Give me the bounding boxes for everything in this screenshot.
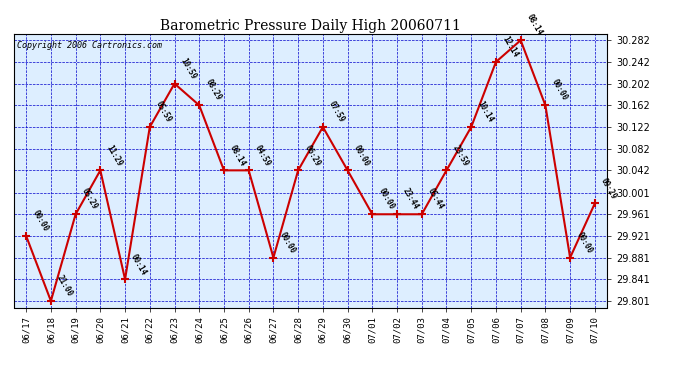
- Text: 00:00: 00:00: [277, 230, 297, 255]
- Text: 00:00: 00:00: [574, 230, 593, 255]
- Title: Barometric Pressure Daily High 20060711: Barometric Pressure Daily High 20060711: [160, 19, 461, 33]
- Text: 05:59: 05:59: [154, 100, 173, 124]
- Text: 08:14: 08:14: [228, 143, 248, 168]
- Text: 11:29: 11:29: [104, 143, 124, 168]
- Text: 23:59: 23:59: [451, 143, 470, 168]
- Text: 10:14: 10:14: [475, 100, 495, 124]
- Text: 08:14: 08:14: [525, 13, 544, 38]
- Text: 23:44: 23:44: [401, 187, 421, 211]
- Text: 21:00: 21:00: [55, 274, 75, 298]
- Text: 00:00: 00:00: [377, 187, 396, 211]
- Text: 00:14: 00:14: [129, 252, 148, 276]
- Text: 08:29: 08:29: [204, 78, 223, 102]
- Text: 00:00: 00:00: [30, 209, 50, 233]
- Text: 12:14: 12:14: [500, 34, 520, 59]
- Text: 09:29: 09:29: [599, 176, 618, 201]
- Text: Copyright 2006 Cartronics.com: Copyright 2006 Cartronics.com: [17, 40, 161, 50]
- Text: 10:59: 10:59: [179, 56, 198, 81]
- Text: 05:44: 05:44: [426, 187, 445, 211]
- Text: 00:00: 00:00: [549, 78, 569, 102]
- Text: 04:59: 04:59: [253, 143, 273, 168]
- Text: 06:29: 06:29: [302, 143, 322, 168]
- Text: 07:59: 07:59: [327, 100, 346, 124]
- Text: 00:00: 00:00: [352, 143, 371, 168]
- Text: 05:29: 05:29: [80, 187, 99, 211]
